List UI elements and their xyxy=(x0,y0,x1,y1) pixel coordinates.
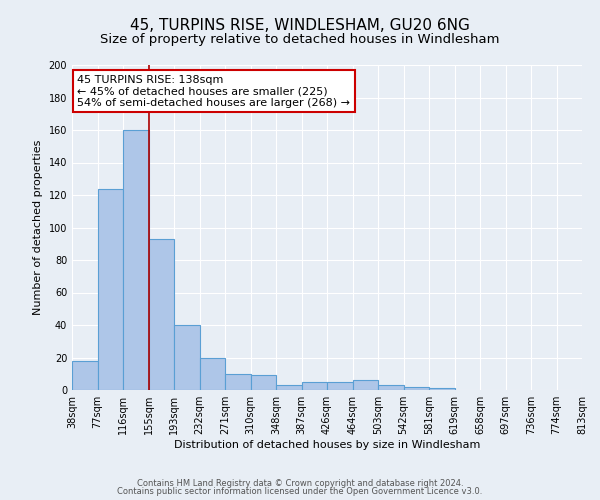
Bar xyxy=(199,358,225,390)
Bar xyxy=(327,382,353,390)
Bar xyxy=(225,374,251,390)
Bar xyxy=(174,325,199,390)
Text: 45 TURPINS RISE: 138sqm
← 45% of detached houses are smaller (225)
54% of semi-d: 45 TURPINS RISE: 138sqm ← 45% of detache… xyxy=(77,74,350,108)
Y-axis label: Number of detached properties: Number of detached properties xyxy=(33,140,43,315)
Text: Size of property relative to detached houses in Windlesham: Size of property relative to detached ho… xyxy=(100,32,500,46)
Bar xyxy=(378,385,404,390)
Bar xyxy=(276,385,302,390)
Text: 45, TURPINS RISE, WINDLESHAM, GU20 6NG: 45, TURPINS RISE, WINDLESHAM, GU20 6NG xyxy=(130,18,470,32)
Bar xyxy=(123,130,149,390)
Text: Contains HM Land Registry data © Crown copyright and database right 2024.: Contains HM Land Registry data © Crown c… xyxy=(137,478,463,488)
Bar xyxy=(404,387,429,390)
Bar xyxy=(251,376,276,390)
Bar xyxy=(302,382,327,390)
Bar xyxy=(149,239,174,390)
Text: Contains public sector information licensed under the Open Government Licence v3: Contains public sector information licen… xyxy=(118,487,482,496)
Bar xyxy=(97,188,123,390)
X-axis label: Distribution of detached houses by size in Windlesham: Distribution of detached houses by size … xyxy=(174,440,480,450)
Bar xyxy=(353,380,378,390)
Bar xyxy=(429,388,455,390)
Bar xyxy=(72,361,97,390)
